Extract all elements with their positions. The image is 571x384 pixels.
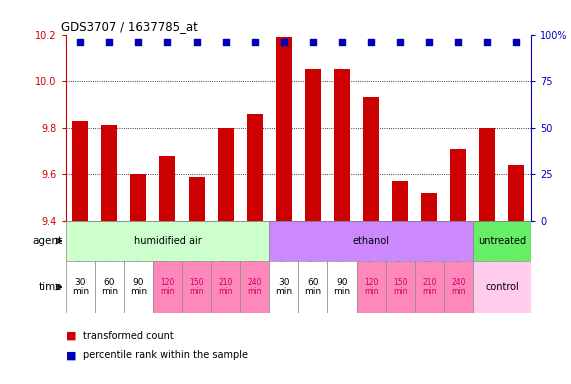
Bar [159, 156, 175, 221]
Text: 150
min: 150 min [393, 278, 407, 296]
Bar [95, 261, 124, 313]
Text: GDS3707 / 1637785_at: GDS3707 / 1637785_at [61, 20, 198, 33]
Point [104, 39, 114, 45]
Point [512, 39, 521, 45]
Text: control: control [485, 282, 519, 292]
Bar [480, 128, 496, 221]
Bar [327, 261, 356, 313]
Text: 120
min: 120 min [364, 278, 379, 296]
Bar [66, 221, 270, 261]
Bar [270, 221, 473, 261]
Point [250, 39, 259, 45]
Text: transformed count: transformed count [83, 331, 174, 341]
Text: ■: ■ [66, 350, 76, 360]
Text: 90
min: 90 min [130, 278, 147, 296]
Bar [421, 193, 437, 221]
Bar [101, 125, 117, 221]
Text: 210
min: 210 min [422, 278, 436, 296]
Point [425, 39, 434, 45]
Bar [415, 261, 444, 313]
Bar [188, 177, 204, 221]
Text: percentile rank within the sample: percentile rank within the sample [83, 350, 248, 360]
Bar [298, 261, 327, 313]
Bar [509, 165, 525, 221]
Point [454, 39, 463, 45]
Text: time: time [39, 282, 63, 292]
Point [279, 39, 288, 45]
Text: untreated: untreated [478, 236, 526, 246]
Bar [240, 261, 270, 313]
Bar [66, 261, 95, 313]
Text: 240
min: 240 min [451, 278, 465, 296]
Point [192, 39, 201, 45]
Bar [247, 114, 263, 221]
Bar [385, 261, 415, 313]
Text: 90
min: 90 min [333, 278, 351, 296]
Point [75, 39, 85, 45]
Text: ethanol: ethanol [352, 236, 389, 246]
Text: ■: ■ [66, 331, 76, 341]
Text: 60
min: 60 min [100, 278, 118, 296]
Text: agent: agent [33, 236, 63, 246]
Text: 30
min: 30 min [71, 278, 89, 296]
Point [163, 39, 172, 45]
Bar [473, 261, 531, 313]
Bar [153, 261, 182, 313]
Text: 240
min: 240 min [247, 278, 262, 296]
Text: 150
min: 150 min [190, 278, 204, 296]
Point [221, 39, 230, 45]
Bar [211, 261, 240, 313]
Point [483, 39, 492, 45]
Bar [130, 174, 146, 221]
Point [337, 39, 347, 45]
Bar [444, 261, 473, 313]
Bar [276, 37, 292, 221]
Text: 120
min: 120 min [160, 278, 175, 296]
Text: 60
min: 60 min [304, 278, 321, 296]
Text: 30
min: 30 min [275, 278, 292, 296]
Point [308, 39, 317, 45]
Point [134, 39, 143, 45]
Bar [218, 128, 234, 221]
Bar [305, 70, 321, 221]
Bar [334, 70, 350, 221]
Point [367, 39, 376, 45]
Text: humidified air: humidified air [134, 236, 202, 246]
Bar [363, 98, 379, 221]
Bar [473, 221, 531, 261]
Text: 210
min: 210 min [218, 278, 233, 296]
Bar [356, 261, 385, 313]
Bar [124, 261, 153, 313]
Bar [392, 181, 408, 221]
Bar [270, 261, 298, 313]
Bar [182, 261, 211, 313]
Bar [451, 149, 467, 221]
Point [396, 39, 405, 45]
Bar [72, 121, 88, 221]
